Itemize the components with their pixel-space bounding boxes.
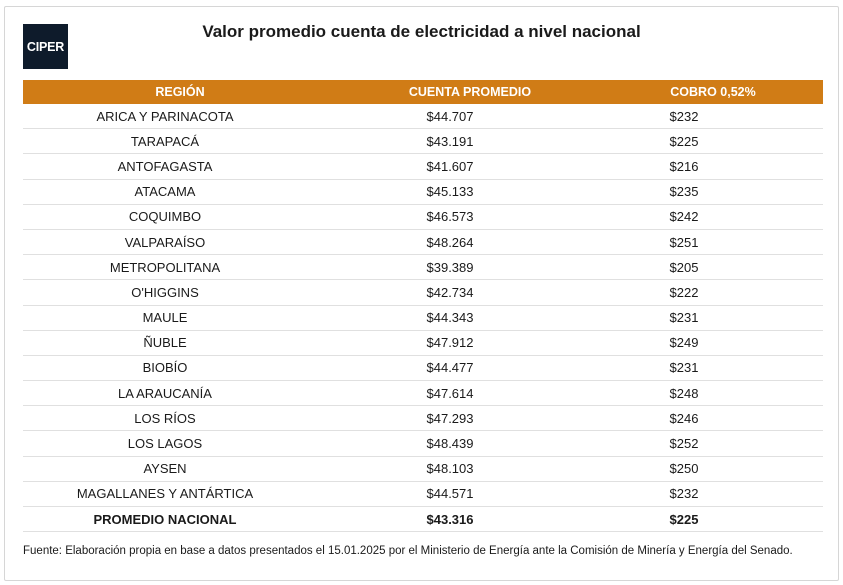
average-bill-cell: $39.389: [337, 254, 603, 281]
average-bill-cell: $44.477: [337, 355, 603, 382]
table-row: BIOBÍO $44.477 $231: [23, 355, 823, 382]
charge-cell: $251: [603, 229, 823, 256]
charge-cell: $232: [603, 104, 823, 130]
table-row: LOS RÍOS $47.293 $246: [23, 405, 823, 432]
ciper-logo: CIPER: [23, 24, 68, 69]
table-row: TARAPACÁ $43.191 $225: [23, 128, 823, 155]
national-average-row: PROMEDIO NACIONAL $43.316 $225: [23, 506, 823, 533]
table-row: MAGALLANES Y ANTÁRTICA $44.571 $232: [23, 481, 823, 508]
charge-cell: $225: [603, 128, 823, 155]
charge-cell: $242: [603, 204, 823, 230]
logo-text: CIPER: [26, 39, 65, 54]
region-cell: COQUIMBO: [23, 204, 337, 230]
column-header-region: REGIÓN: [23, 80, 337, 104]
charge-cell: $252: [603, 430, 823, 457]
region-cell: AYSEN: [23, 456, 337, 482]
total-label-cell: PROMEDIO NACIONAL: [23, 506, 337, 533]
average-bill-cell: $47.614: [337, 380, 603, 407]
region-cell: ARICA Y PARINACOTA: [23, 104, 337, 130]
average-bill-cell: $44.343: [337, 305, 603, 331]
charge-cell: $231: [603, 355, 823, 382]
charge-cell: $248: [603, 380, 823, 407]
region-cell: ATACAMA: [23, 179, 337, 205]
region-cell: LA ARAUCANÍA: [23, 380, 337, 407]
region-cell: METROPOLITANA: [23, 254, 337, 281]
average-bill-cell: $46.573: [337, 204, 603, 230]
region-cell: O'HIGGINS: [23, 279, 337, 306]
charge-cell: $249: [603, 330, 823, 356]
charge-cell: $246: [603, 405, 823, 432]
average-bill-cell: $44.707: [337, 104, 603, 130]
table-row: AYSEN $48.103 $250: [23, 456, 823, 482]
source-note: Fuente: Elaboración propia en base a dat…: [23, 545, 793, 557]
average-bill-cell: $43.191: [337, 128, 603, 155]
region-cell: MAULE: [23, 305, 337, 331]
charge-cell: $216: [603, 153, 823, 180]
column-header-average-bill: CUENTA PROMEDIO: [337, 80, 603, 104]
region-cell: LOS RÍOS: [23, 405, 337, 432]
average-bill-cell: $44.571: [337, 481, 603, 508]
average-bill-cell: $47.293: [337, 405, 603, 432]
region-cell: BIOBÍO: [23, 355, 337, 382]
header-row: REGIÓN CUENTA PROMEDIO COBRO 0,52%: [23, 80, 823, 104]
table-row: ARICA Y PARINACOTA $44.707 $232: [23, 104, 823, 130]
average-bill-cell: $45.133: [337, 179, 603, 205]
electricity-table: REGIÓN CUENTA PROMEDIO COBRO 0,52% ARICA…: [23, 80, 823, 533]
table-row: O'HIGGINS $42.734 $222: [23, 279, 823, 306]
table-row: ÑUBLE $47.912 $249: [23, 330, 823, 356]
table-row: VALPARAÍSO $48.264 $251: [23, 229, 823, 256]
table-body: ARICA Y PARINACOTA $44.707 $232 TARAPACÁ $4…: [23, 104, 823, 533]
region-cell: ÑUBLE: [23, 330, 337, 356]
charge-cell: $205: [603, 254, 823, 281]
table-header: REGIÓN CUENTA PROMEDIO COBRO 0,52%: [23, 80, 823, 104]
charge-cell: $235: [603, 179, 823, 205]
charge-cell: $222: [603, 279, 823, 306]
content-frame: [4, 6, 839, 581]
average-bill-cell: $47.912: [337, 330, 603, 356]
table-row: LA ARAUCANÍA $47.614 $248: [23, 380, 823, 407]
region-cell: ANTOFAGASTA: [23, 153, 337, 180]
column-header-charge: COBRO 0,52%: [603, 80, 823, 104]
average-bill-cell: $48.103: [337, 456, 603, 482]
table-row: COQUIMBO $46.573 $242: [23, 204, 823, 230]
table-row: ANTOFAGASTA $41.607 $216: [23, 153, 823, 180]
average-bill-cell: $41.607: [337, 153, 603, 180]
average-bill-cell: $48.264: [337, 229, 603, 256]
page-title: Valor promedio cuenta de electricidad a …: [202, 22, 641, 41]
average-bill-cell: $42.734: [337, 279, 603, 306]
table-row: ATACAMA $45.133 $235: [23, 179, 823, 205]
region-cell: VALPARAÍSO: [23, 229, 337, 256]
region-cell: MAGALLANES Y ANTÁRTICA: [23, 481, 337, 508]
charge-cell: $250: [603, 456, 823, 482]
region-cell: LOS LAGOS: [23, 430, 337, 457]
total-average-bill-cell: $43.316: [337, 506, 603, 533]
table-row: MAULE $44.343 $231: [23, 305, 823, 331]
total-charge-cell: $225: [603, 506, 823, 533]
table-row: METROPOLITANA $39.389 $205: [23, 254, 823, 281]
region-cell: TARAPACÁ: [23, 128, 337, 155]
table-row: LOS LAGOS $48.439 $252: [23, 430, 823, 457]
charge-cell: $232: [603, 481, 823, 508]
average-bill-cell: $48.439: [337, 430, 603, 457]
charge-cell: $231: [603, 305, 823, 331]
